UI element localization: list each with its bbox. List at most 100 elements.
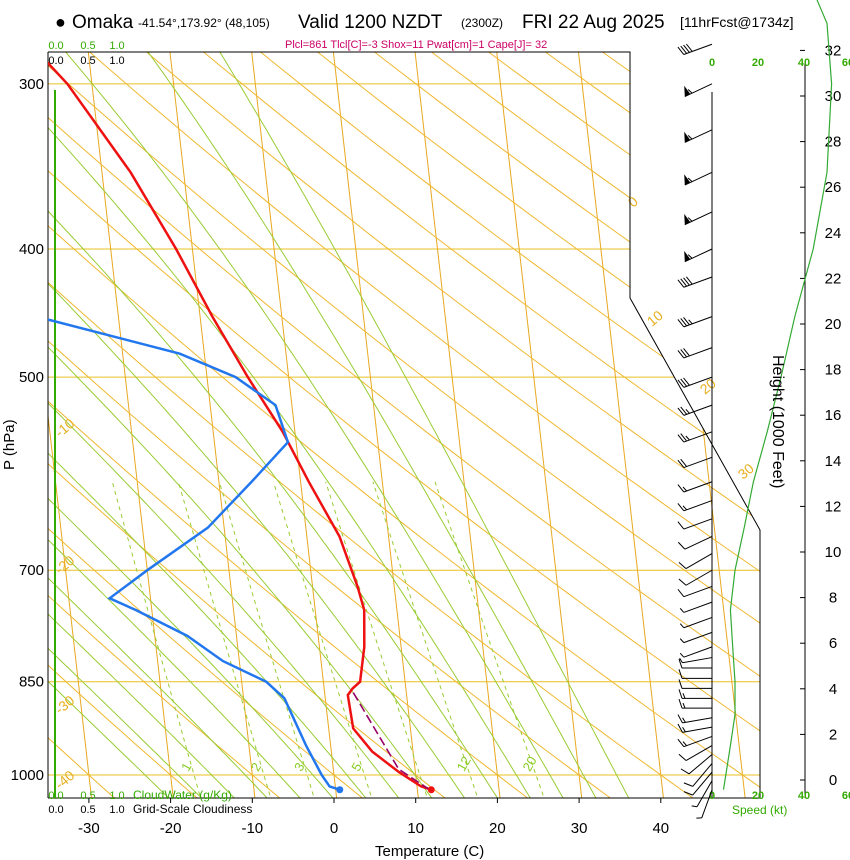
- cloudwater-label: CloudWater (g/Kg): [133, 788, 232, 802]
- x-axis-title: Temperature (C): [375, 843, 484, 860]
- dry-adiabat: [556, 52, 760, 798]
- wind-barb-staff: [685, 553, 713, 570]
- dry-adiabat: [48, 52, 760, 798]
- mixing-ratio-label: 3: [291, 760, 308, 774]
- speed-tick-top: 20: [752, 57, 764, 69]
- wind-barb-half-flag: [682, 505, 688, 511]
- moist-adiabat: [48, 52, 273, 798]
- top-cloudiness-scale: 1.0: [109, 55, 124, 67]
- wind-barb: [677, 43, 713, 55]
- mixing-ratio-line: [272, 481, 374, 798]
- height-tick-label: 22: [825, 270, 842, 287]
- moist-adiabat: [48, 52, 403, 798]
- wind-barb-staff: [692, 771, 713, 796]
- wind-barb-flag: [678, 679, 683, 689]
- series-layer: [48, 61, 435, 794]
- wind-barb-flag: [677, 588, 685, 597]
- speed-tick-top: 0: [709, 57, 715, 69]
- wind-barb-flag: [677, 484, 685, 493]
- wind-barb: [677, 431, 713, 443]
- isotherm-line: [0, 0, 10, 803]
- moist-adiabat: [48, 52, 567, 798]
- wind-barb-flag: [678, 669, 683, 679]
- wind-barb-flag: [677, 379, 685, 388]
- wind-barb: [678, 679, 712, 689]
- top-cloudiness-scale: 0.0: [48, 55, 63, 67]
- wind-barb-half-flag: [687, 254, 693, 259]
- isotherm-line: [487, 52, 583, 798]
- height-tick-label: 8: [829, 590, 837, 607]
- wind-barb-flag: [677, 459, 685, 468]
- wind-barb: [684, 248, 713, 263]
- pressure-tick-label: 700: [19, 562, 44, 579]
- wind-barb-half-flag: [687, 217, 693, 222]
- wind-barb-flag: [677, 279, 685, 288]
- dry-adiabat: [281, 52, 760, 798]
- top-cloudiness-scale: 0.5: [80, 55, 95, 67]
- speed-tick-top: 40: [798, 57, 810, 69]
- wind-barb-staff: [683, 481, 713, 493]
- pressure-tick-label: 850: [19, 674, 44, 691]
- mixing-ratio-label: 20: [520, 754, 540, 774]
- dry-adiabat: [446, 52, 760, 798]
- wind-barb-flag: [678, 561, 687, 569]
- pressure-tick-label: 1000: [11, 767, 44, 784]
- wind-barb-half-flag: [682, 702, 686, 709]
- station-location: -41.54°,173.92° (48,105): [138, 16, 270, 30]
- height-tick-label: 24: [825, 225, 842, 242]
- height-tick-label: 14: [825, 453, 842, 470]
- wind-barb-flag: [685, 276, 693, 285]
- moist-adiabat: [48, 52, 534, 798]
- bottom-cloudiness-scale: 0.0: [48, 804, 63, 816]
- wind-barb-half-flag: [685, 408, 690, 414]
- wind-barb-flag: [677, 46, 685, 55]
- y-axis-title: P (hPa): [1, 419, 18, 470]
- moist-adiabat: [48, 52, 338, 798]
- wind-barb: [684, 211, 713, 226]
- isotherm-line: [406, 52, 502, 798]
- height-tick-label: 28: [825, 134, 842, 151]
- wind-barb-half-flag: [679, 657, 683, 664]
- wind-barb-half-flag: [682, 741, 688, 746]
- top-cloudwater-scale: 0.5: [80, 40, 95, 52]
- mixing-ratio-line: [325, 481, 430, 798]
- wind-barb: [677, 518, 713, 530]
- wind-barb: [677, 585, 713, 598]
- dry-adiabat: [48, 52, 204, 798]
- isotherm-label: 10: [644, 307, 666, 329]
- pressure-tick-label: 400: [19, 241, 44, 258]
- wind-barb-staff: [684, 129, 713, 143]
- wind-barb-staff: [685, 745, 713, 761]
- mixing-ratio-label: 1: [178, 760, 195, 774]
- wind-barb-half-flag: [685, 435, 690, 441]
- wind-barb-flag: [678, 578, 687, 586]
- pressure-tick-label: 300: [19, 76, 44, 93]
- plot-frame: [48, 51, 761, 798]
- wind-barb-flag: [683, 317, 690, 326]
- wind-barb: [691, 780, 713, 808]
- wind-barb-staff: [683, 500, 713, 512]
- moist-adiabat: [48, 52, 240, 798]
- x-tick-label: 30: [571, 820, 588, 837]
- height-tick-label: 2: [829, 726, 837, 743]
- moist-adiabat: [48, 52, 175, 798]
- wind-barb: [684, 129, 713, 143]
- wind-barb: [677, 714, 713, 724]
- speed-tick-top: 60: [842, 57, 850, 69]
- height-tick-label: 16: [825, 407, 842, 424]
- moist-adiabat: [48, 52, 436, 798]
- station-name: Omaka: [72, 12, 134, 33]
- mixing-ratio-label: 2: [248, 760, 265, 774]
- dry-adiabat: [48, 52, 760, 798]
- x-tick-label: 0: [330, 820, 338, 837]
- wind-barb: [680, 754, 713, 775]
- wind-barb-staff: [683, 456, 713, 469]
- height-tick-label: 20: [825, 316, 842, 333]
- wind-barb-staff: [701, 789, 713, 819]
- wind-barb-staff: [682, 726, 713, 733]
- dry-adiabat: [117, 52, 760, 798]
- moist-adiabat: [48, 52, 502, 798]
- height-tick-label: 30: [825, 88, 842, 105]
- wind-barb-flag: [680, 406, 688, 415]
